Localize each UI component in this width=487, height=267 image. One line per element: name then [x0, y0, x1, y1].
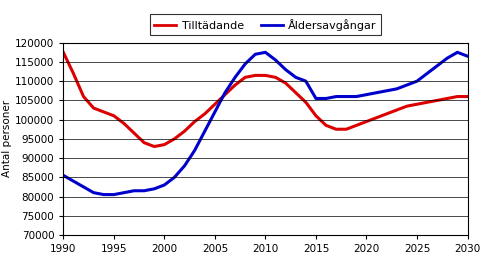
Åldersavgångar	[101, 193, 107, 196]
Åldersavgångar	[60, 174, 66, 177]
Åldersavgångar	[273, 58, 279, 62]
Tilltädande	[141, 141, 147, 144]
Legend: Tilltädande, Åldersavgångar: Tilltädande, Åldersavgångar	[150, 14, 381, 35]
Tilltädande	[71, 72, 76, 75]
Åldersavgångar	[354, 95, 359, 98]
Åldersavgångar	[202, 129, 208, 133]
Tilltädande	[252, 74, 258, 77]
Tilltädande	[232, 83, 238, 87]
Tilltädande	[162, 143, 168, 146]
Tilltädande	[445, 97, 450, 100]
Åldersavgångar	[243, 62, 248, 65]
Tilltädande	[384, 112, 390, 115]
Åldersavgångar	[303, 80, 309, 83]
Tilltädande	[273, 76, 279, 79]
Åldersavgångar	[434, 64, 440, 67]
Åldersavgångar	[293, 76, 299, 79]
Tilltädande	[60, 51, 66, 54]
Tilltädande	[151, 145, 157, 148]
Tilltädande	[121, 122, 127, 125]
Åldersavgångar	[252, 53, 258, 56]
Tilltädande	[81, 95, 87, 98]
Åldersavgångar	[131, 189, 137, 192]
Tilltädande	[262, 74, 268, 77]
Åldersavgångar	[404, 83, 410, 87]
Tilltädande	[101, 110, 107, 113]
Line: Tilltädande: Tilltädande	[63, 52, 468, 147]
Åldersavgångar	[424, 72, 430, 75]
Åldersavgångar	[111, 193, 117, 196]
Tilltädande	[171, 137, 177, 140]
Tilltädande	[465, 95, 470, 98]
Tilltädande	[131, 131, 137, 135]
Tilltädande	[303, 101, 309, 104]
Åldersavgångar	[192, 149, 198, 152]
Tilltädande	[283, 81, 289, 85]
Åldersavgångar	[364, 93, 370, 96]
Tilltädande	[454, 95, 460, 98]
Åldersavgångar	[454, 51, 460, 54]
Tilltädande	[111, 114, 117, 117]
Tilltädande	[354, 124, 359, 127]
Åldersavgångar	[71, 179, 76, 183]
Tilltädande	[313, 114, 319, 117]
Tilltädande	[222, 93, 228, 96]
Åldersavgångar	[162, 183, 168, 187]
Tilltädande	[434, 99, 440, 102]
Åldersavgångar	[465, 54, 470, 58]
Åldersavgångar	[414, 80, 420, 83]
Tilltädande	[243, 76, 248, 79]
Line: Åldersavgångar: Åldersavgångar	[63, 52, 468, 195]
Tilltädande	[333, 128, 339, 131]
Tilltädande	[394, 108, 400, 112]
Åldersavgångar	[374, 91, 379, 94]
Åldersavgångar	[171, 176, 177, 179]
Åldersavgångar	[343, 95, 349, 98]
Åldersavgångar	[222, 91, 228, 94]
Tilltädande	[424, 101, 430, 104]
Tilltädande	[192, 120, 198, 123]
Åldersavgångar	[333, 95, 339, 98]
Tilltädande	[91, 107, 96, 110]
Tilltädande	[364, 120, 370, 123]
Tilltädande	[293, 91, 299, 94]
Tilltädande	[323, 124, 329, 127]
Åldersavgångar	[182, 164, 187, 167]
Åldersavgångar	[121, 191, 127, 194]
Tilltädande	[202, 112, 208, 115]
Åldersavgångar	[151, 187, 157, 190]
Tilltädande	[404, 105, 410, 108]
Åldersavgångar	[384, 89, 390, 92]
Åldersavgångar	[81, 185, 87, 189]
Y-axis label: Antal personer: Antal personer	[2, 100, 12, 177]
Tilltädande	[414, 103, 420, 106]
Tilltädande	[212, 103, 218, 106]
Åldersavgångar	[323, 97, 329, 100]
Åldersavgångar	[283, 68, 289, 71]
Åldersavgångar	[262, 51, 268, 54]
Åldersavgångar	[91, 191, 96, 194]
Åldersavgångar	[141, 189, 147, 192]
Tilltädande	[182, 129, 187, 133]
Åldersavgångar	[212, 110, 218, 113]
Åldersavgångar	[313, 97, 319, 100]
Åldersavgångar	[445, 57, 450, 60]
Åldersavgångar	[394, 87, 400, 91]
Tilltädande	[343, 128, 349, 131]
Tilltädande	[374, 116, 379, 119]
Åldersavgångar	[232, 76, 238, 79]
